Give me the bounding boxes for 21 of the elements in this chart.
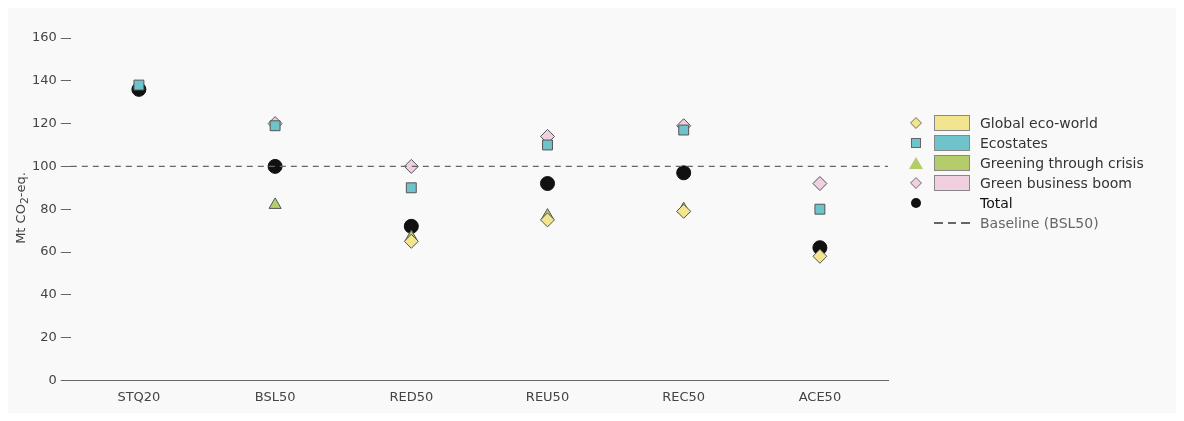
y-tick-label: 120 <box>31 114 57 130</box>
x-tick-label: REU50 <box>525 388 570 404</box>
y-tick-label: 80 <box>40 200 57 216</box>
text: Total <box>980 194 1013 213</box>
legend-label: Baseline (BSL50) <box>980 214 1099 233</box>
legend-label: Green business boom <box>980 174 1132 193</box>
y-tick-label: 20 <box>40 328 57 344</box>
x-tick-label: RED50 <box>389 388 434 404</box>
legend-label: Greening through crisis <box>980 154 1144 173</box>
y-tick-label: 160 <box>31 29 57 45</box>
y-tick-label: 100 <box>31 157 57 173</box>
legend-label: Global eco-world <box>980 114 1098 133</box>
x-tick-label: STQ20 <box>117 388 161 404</box>
x-tick-label: REC50 <box>662 388 706 404</box>
y-tick-label: 0 <box>48 371 57 387</box>
y-tick-label: 140 <box>31 72 57 88</box>
x-tick-label: BSL50 <box>254 388 296 404</box>
x-tick-label: ACE50 <box>798 388 842 404</box>
y-tick-label: 40 <box>40 286 57 302</box>
legend-label: Ecostates <box>980 134 1048 153</box>
y-tick-label: 60 <box>40 243 57 259</box>
